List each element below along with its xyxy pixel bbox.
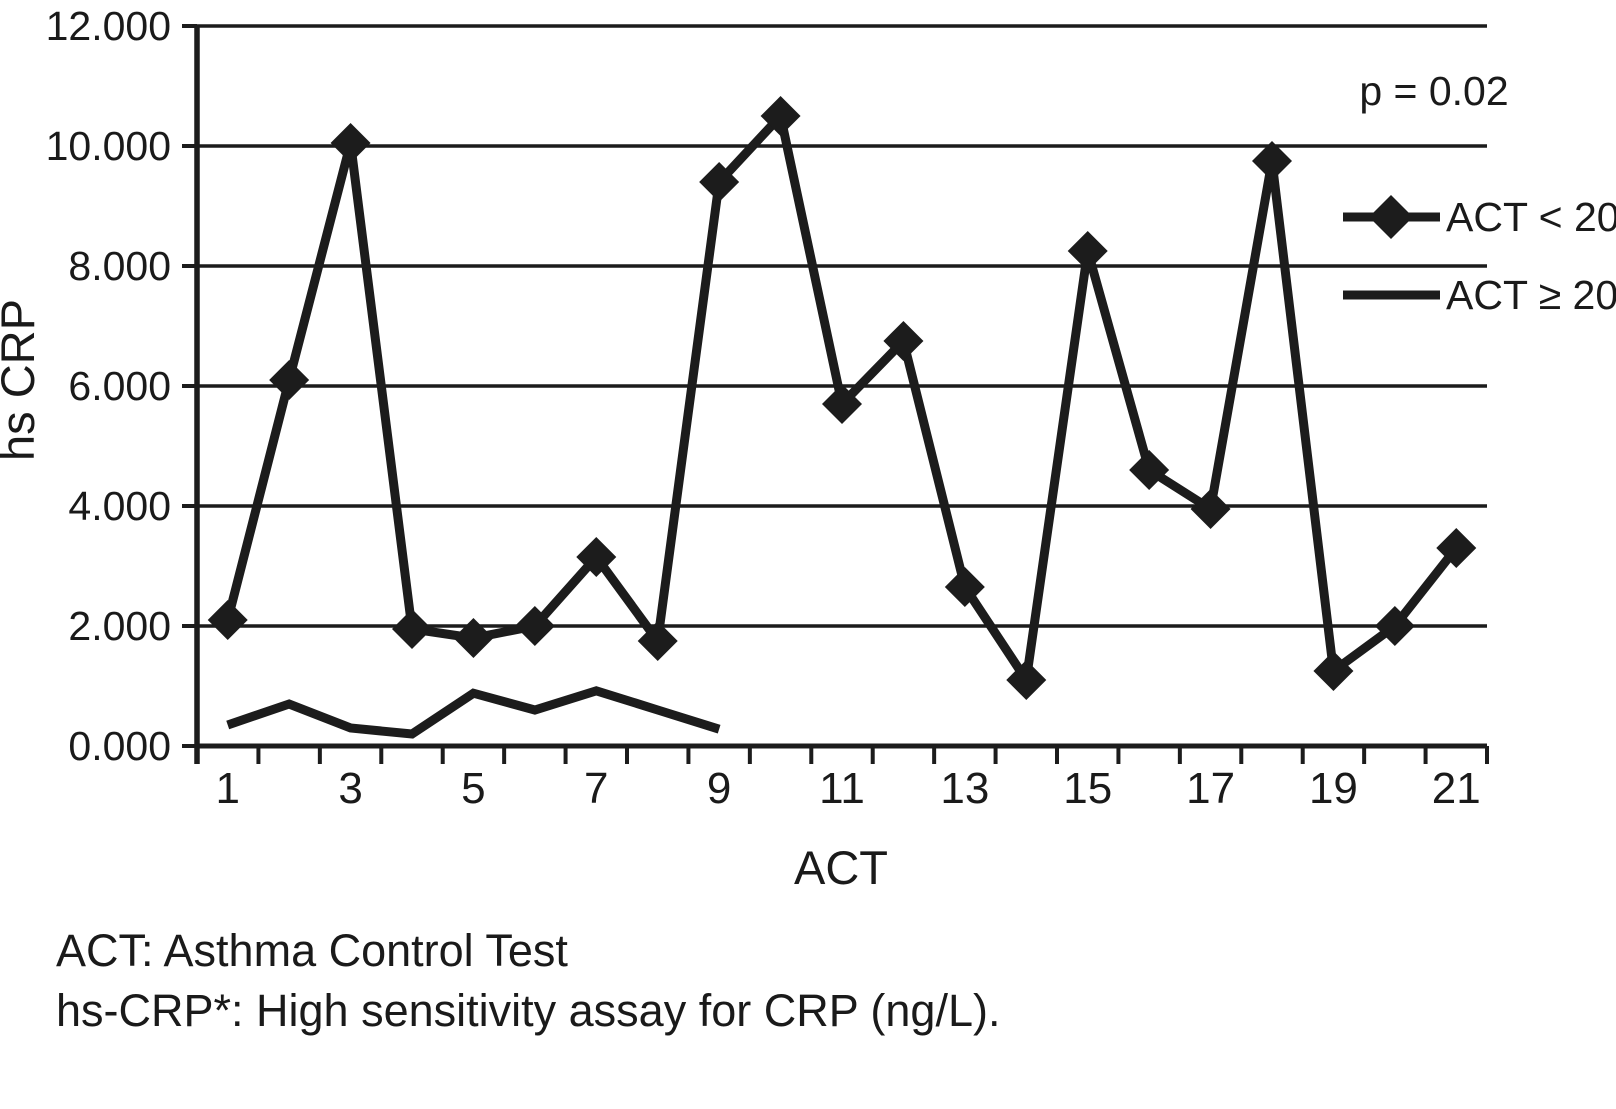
x-axis-tick-label: 1 [215, 764, 239, 813]
x-axis-tick-label: 9 [707, 764, 731, 813]
y-axis-tick-label: 2.000 [68, 603, 171, 649]
data-point-marker [207, 600, 248, 640]
legend-label-act-lt-20: ACT < 20 [1446, 194, 1616, 240]
footnote-hscrp-definition: hs-CRP*: High sensitivity assay for CRP … [56, 985, 1001, 1036]
data-point-marker [1436, 528, 1477, 568]
data-point-marker [760, 96, 801, 136]
legend-entry-act-lt-20: ACT < 20 [1343, 194, 1616, 240]
data-point-marker [269, 360, 310, 400]
series-act-lt-20 [207, 96, 1477, 700]
y-axis-tick-label: 12.000 [46, 3, 171, 49]
data-point-marker [883, 321, 924, 361]
data-point-marker [944, 567, 985, 607]
y-axis-tick-label: 4.000 [68, 483, 171, 529]
data-point-marker [1313, 651, 1354, 691]
data-point-marker [822, 384, 862, 424]
data-point-marker [1190, 489, 1231, 529]
series-line [226, 686, 721, 739]
x-axis-tick-label: 11 [819, 764, 865, 813]
x-axis-tick-label: 21 [1432, 764, 1481, 813]
legend-label-act-ge-20: ACT ≥ 20 [1446, 272, 1616, 318]
y-axis-tick-label: 8.000 [68, 243, 171, 289]
data-point-marker [453, 618, 494, 658]
axes-layer [194, 26, 1487, 764]
x-axis-tick-label: 13 [940, 764, 989, 813]
y-axis-tick-label: 0.000 [68, 723, 171, 769]
x-axis-tick-label: 17 [1186, 764, 1235, 813]
series-act-ge-20 [226, 686, 721, 739]
y-axis-title: hs CRP [0, 299, 44, 461]
data-point-marker [1129, 450, 1170, 490]
data-point-marker [392, 609, 432, 649]
data-point-marker [330, 123, 371, 163]
data-point-marker [637, 621, 678, 661]
data-point-marker [1374, 606, 1415, 646]
legend: ACT < 20 ACT ≥ 20 [1343, 194, 1616, 318]
y-axis-tick-label: 6.000 [68, 363, 171, 409]
series-layer [207, 96, 1477, 739]
legend-entry-act-ge-20: ACT ≥ 20 [1343, 272, 1616, 318]
x-axis-tick-label: 5 [461, 764, 485, 813]
x-axis-tick-label: 19 [1309, 764, 1358, 813]
data-point-marker [699, 162, 740, 202]
data-point-marker [1006, 660, 1047, 700]
x-axis-tick-label: 15 [1063, 764, 1112, 813]
x-axis-title: ACT [794, 841, 888, 894]
footnote-act-definition: ACT: Asthma Control Test [56, 925, 568, 976]
legend-diamond-marker-icon [1369, 195, 1413, 239]
data-point-marker [514, 606, 555, 646]
data-point-marker [1252, 141, 1292, 181]
x-axis-tick-label: 3 [338, 764, 362, 813]
y-axis-tick-label: 10.000 [46, 123, 171, 169]
data-point-marker [1067, 231, 1108, 271]
p-value-annotation: p = 0.02 [1359, 68, 1508, 114]
data-point-marker [576, 537, 617, 577]
x-axis-tick-label: 7 [584, 764, 608, 813]
